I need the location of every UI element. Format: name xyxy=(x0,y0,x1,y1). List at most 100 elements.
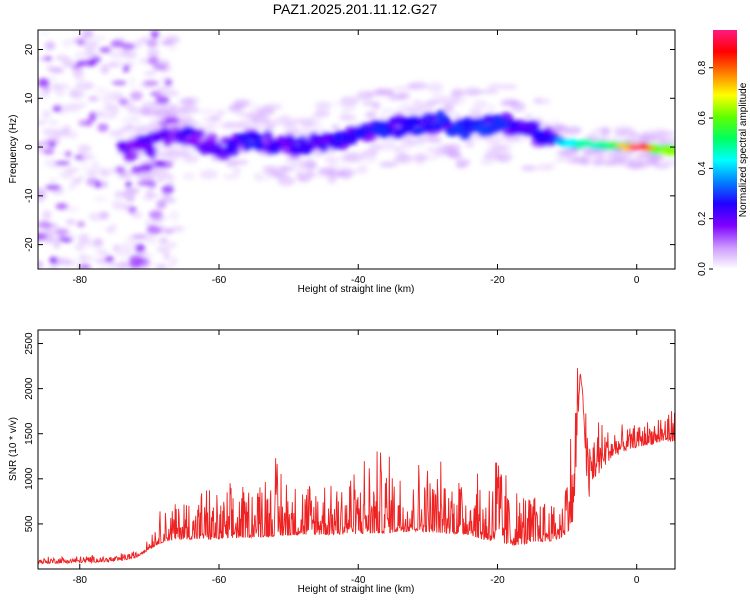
snr-y-label: SNR (10 * v/v) xyxy=(8,417,19,481)
spectrogram-cell xyxy=(579,139,594,146)
spectrogram-cell xyxy=(655,163,671,169)
spectrogram-cell xyxy=(100,94,112,101)
spectrogram-cell xyxy=(74,243,86,251)
x-tick-label: -40 xyxy=(351,575,366,586)
spectrogram-cell xyxy=(285,155,304,165)
spectrogram-cell xyxy=(149,120,161,126)
y-tick-label: 1500 xyxy=(24,422,35,445)
spectrogram-cell xyxy=(180,105,200,114)
spectrogram-cell xyxy=(227,105,242,111)
spectrogram-cell xyxy=(394,153,414,164)
spectrogram-cell xyxy=(520,165,538,172)
y-tick-label: 20 xyxy=(24,44,35,56)
spectrogram-cell xyxy=(199,169,218,180)
spectrogram-cell xyxy=(458,128,472,141)
spectrogram-cell xyxy=(440,96,460,106)
spectrogram-cell xyxy=(62,38,73,48)
spectrogram-cell xyxy=(427,136,443,144)
spectrogram-cell xyxy=(44,41,56,51)
spectrogram-cell xyxy=(479,158,495,166)
spectrogram-y-label: Frequency (Hz) xyxy=(8,115,19,184)
spectrogram-cell xyxy=(305,171,316,179)
spectrogram-cell xyxy=(164,229,174,234)
spectrogram-cell xyxy=(425,100,443,105)
spectrogram-cell xyxy=(253,172,263,182)
spectrogram-cell xyxy=(125,180,132,188)
spectrogram-cell xyxy=(80,165,96,171)
y-tick-label: 500 xyxy=(24,515,35,532)
spectrogram-cell xyxy=(130,115,141,123)
spectrogram-cell xyxy=(65,218,76,226)
spectrogram-cell xyxy=(393,146,404,154)
spectrogram-cell xyxy=(74,51,85,60)
spectrogram-cell xyxy=(566,126,582,134)
spectrogram-cell xyxy=(235,132,251,142)
spectrogram-cell xyxy=(110,91,124,102)
spectrogram-cell xyxy=(379,112,388,123)
spectrogram-cell xyxy=(55,203,68,210)
spectrogram-cell xyxy=(232,167,242,175)
spectrogram-cell xyxy=(206,146,222,156)
spectrogram-cell xyxy=(76,60,87,67)
spectrogram-cell xyxy=(86,59,97,67)
spectrogram-cell xyxy=(68,90,78,98)
snr-x-ticks: -80 -60 -40 -20 0 xyxy=(73,330,640,586)
spectrogram-cell xyxy=(99,211,109,220)
spectrogram-cell xyxy=(97,123,109,133)
spectrogram-cell xyxy=(225,159,239,167)
spectrogram-cell xyxy=(65,205,79,213)
y-tick-label: 2500 xyxy=(24,332,35,355)
spectrogram-cell xyxy=(252,138,264,152)
colorbar: 0.0 0.2 0.4 0.6 0.8 Normalized spectral ampl… xyxy=(697,30,749,276)
spectrogram-cell xyxy=(224,121,243,129)
y-tick-label: 10 xyxy=(24,92,35,104)
spectrogram-cell xyxy=(124,188,140,194)
spectrogram-cell xyxy=(38,220,52,229)
spectrogram-cell xyxy=(554,157,567,163)
spectrogram-cell xyxy=(128,206,137,213)
spectrogram-cell xyxy=(100,170,110,177)
colorbar-label: Normalized spectral amplitude xyxy=(738,82,749,217)
spectrogram-cell xyxy=(332,131,345,143)
spectrogram-cell xyxy=(118,98,129,106)
snr-y-ticks: 500 1000 1500 2000 2500 xyxy=(24,332,675,532)
spectrogram-cell xyxy=(105,226,116,234)
spectrogram-cell xyxy=(120,48,130,57)
spectrogram-cell xyxy=(107,62,121,67)
spectrogram-cell xyxy=(115,166,126,174)
spectrogram-cell xyxy=(579,156,589,165)
spectrogram-cell xyxy=(283,123,299,128)
spectrogram-cell xyxy=(74,76,87,82)
spectrogram-cell xyxy=(273,171,288,178)
spectrogram-cell xyxy=(416,102,435,111)
spectrogram-cell xyxy=(601,127,610,133)
spectrogram-cell xyxy=(54,83,70,90)
spectrogram-cell xyxy=(179,98,196,106)
spectrogram-cell xyxy=(550,124,569,133)
spectrogram-cell xyxy=(99,46,112,54)
spectrogram-cell xyxy=(122,192,136,201)
spectrogram-cell xyxy=(216,109,226,116)
spectrogram-cell xyxy=(166,90,180,97)
spectrogram-cell xyxy=(38,78,50,88)
spectrogram-cell xyxy=(265,121,276,131)
spectrogram-cell xyxy=(44,158,58,168)
spectrogram-cell xyxy=(77,144,92,154)
spectrogram-x-ticks: -80 -60 -40 -20 0 xyxy=(73,30,640,286)
spectrogram-cell xyxy=(382,108,393,114)
spectrogram-cell xyxy=(661,159,675,165)
spectrogram-cell xyxy=(181,126,194,136)
spectrogram-cell xyxy=(536,164,552,171)
spectrogram-cell xyxy=(78,253,88,263)
spectrogram-cell xyxy=(163,252,171,260)
snr-x-label: Height of straight line (km) xyxy=(298,584,415,595)
spectrogram-cell xyxy=(128,77,136,84)
spectrogram-cell xyxy=(133,127,146,133)
spectrogram-cell xyxy=(108,50,124,60)
spectrogram-cell xyxy=(455,158,471,167)
spectrogram-cell xyxy=(341,103,357,112)
spectrogram-cell xyxy=(71,177,82,185)
spectrogram-cell xyxy=(164,174,175,180)
spectrogram-cell xyxy=(86,171,97,176)
spectrogram-cell xyxy=(65,151,72,157)
